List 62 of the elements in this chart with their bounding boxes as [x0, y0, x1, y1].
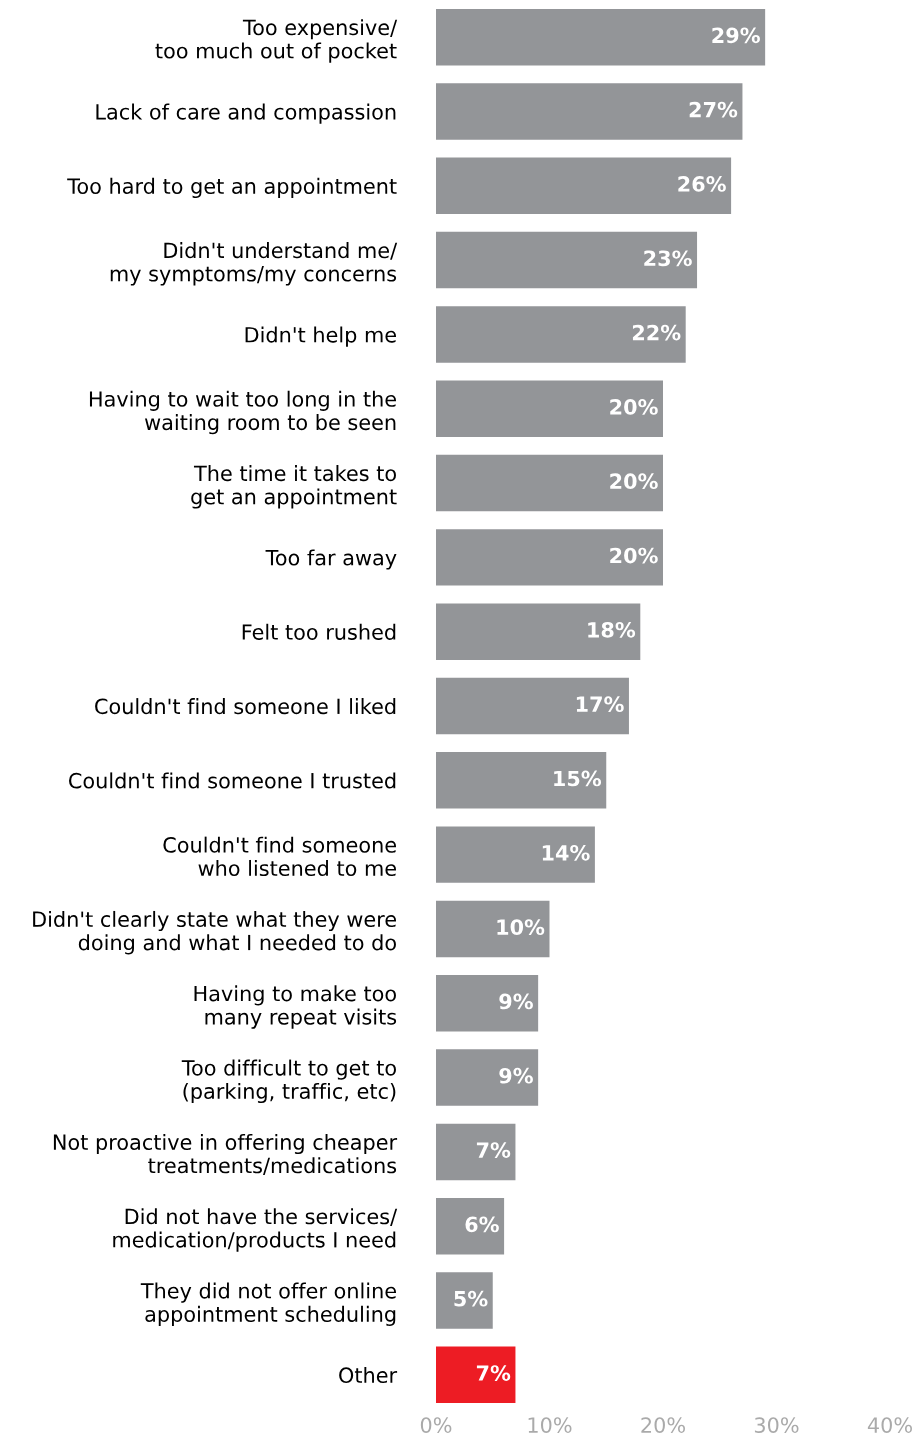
bar [436, 975, 539, 1032]
y-tick-label: Too hard to get an appointment [67, 177, 397, 199]
bar [436, 1123, 516, 1181]
data-label: 20% [610, 399, 658, 415]
bar [436, 306, 686, 363]
bar [436, 1049, 539, 1106]
bar [436, 231, 698, 289]
data-label: 18% [588, 621, 636, 638]
bar [436, 603, 641, 660]
data-label: 14% [542, 844, 590, 861]
bar [436, 529, 663, 586]
y-tick-label: Couldn't find someone I liked [95, 698, 396, 715]
data-label: 20% [610, 473, 658, 490]
data-label: 26% [678, 176, 726, 192]
bar [436, 380, 663, 437]
y-tick-label: Felt too rushed [242, 623, 396, 640]
bar [436, 1272, 493, 1329]
bar [436, 677, 629, 735]
data-label: 6% [465, 1216, 499, 1233]
y-tick-label: Not proactive in offering cheaper treatments/medications [53, 1133, 398, 1175]
x-tick-label: 20% [641, 1417, 685, 1433]
data-label: 17% [576, 696, 624, 713]
y-tick-label: Lack of care and compassion [96, 103, 396, 124]
data-label: 9% [499, 993, 533, 1010]
data-label: 23% [644, 250, 692, 267]
x-tick-label: 40% [867, 1417, 912, 1433]
x-tick-label: 0% [420, 1417, 452, 1433]
x-tick-label: 10% [528, 1417, 572, 1433]
bar [436, 752, 607, 809]
data-label: 20% [610, 547, 658, 564]
bar [436, 826, 595, 883]
y-tick-label: Didn't understand me/ my symptoms/my concerns [110, 242, 398, 286]
data-label: 10% [497, 919, 545, 935]
bar [436, 1197, 505, 1255]
y-tick-label: Having to make too many repeat visits [194, 985, 397, 1029]
y-tick-label: Other [339, 1366, 398, 1384]
bar [436, 900, 550, 958]
bar [436, 157, 732, 215]
data-label: 15% [554, 770, 602, 787]
y-tick-label: Couldn't find someone I trusted [69, 772, 396, 789]
y-tick-label: Didn't help me [245, 326, 397, 347]
y-tick-label: Too far away [265, 549, 397, 570]
data-label: 9% [499, 1067, 533, 1084]
y-tick-label: Couldn't find someone who listened to me [163, 836, 397, 877]
data-label: 5% [454, 1290, 488, 1307]
data-label: 7% [476, 1142, 511, 1158]
bar [436, 454, 663, 512]
y-tick-label: Did not have the services/ medication/products I need [113, 1208, 398, 1252]
data-label: 7% [476, 1365, 511, 1381]
y-tick-label: Didn't clearly state what they were doing and what I needed to do [33, 910, 397, 955]
bar [436, 1346, 516, 1404]
data-label: 29% [712, 27, 760, 44]
y-tick-label: Having to wait too long in the waiting room to be seen [89, 390, 397, 435]
y-tick-label: The time it takes to get an appointment [191, 465, 397, 509]
y-tick-label: Too expensive/ too much out of pocket [155, 19, 398, 63]
x-tick-label: 30% [754, 1417, 799, 1433]
bar [436, 8, 766, 66]
data-label: 22% [632, 324, 681, 341]
y-tick-label: They did not offer online appointment scheduling [140, 1282, 396, 1327]
data-label: 27% [689, 101, 738, 118]
bar [436, 83, 743, 140]
y-tick-label: Too difficult to get to (parking, traffic, etc) [181, 1059, 396, 1104]
